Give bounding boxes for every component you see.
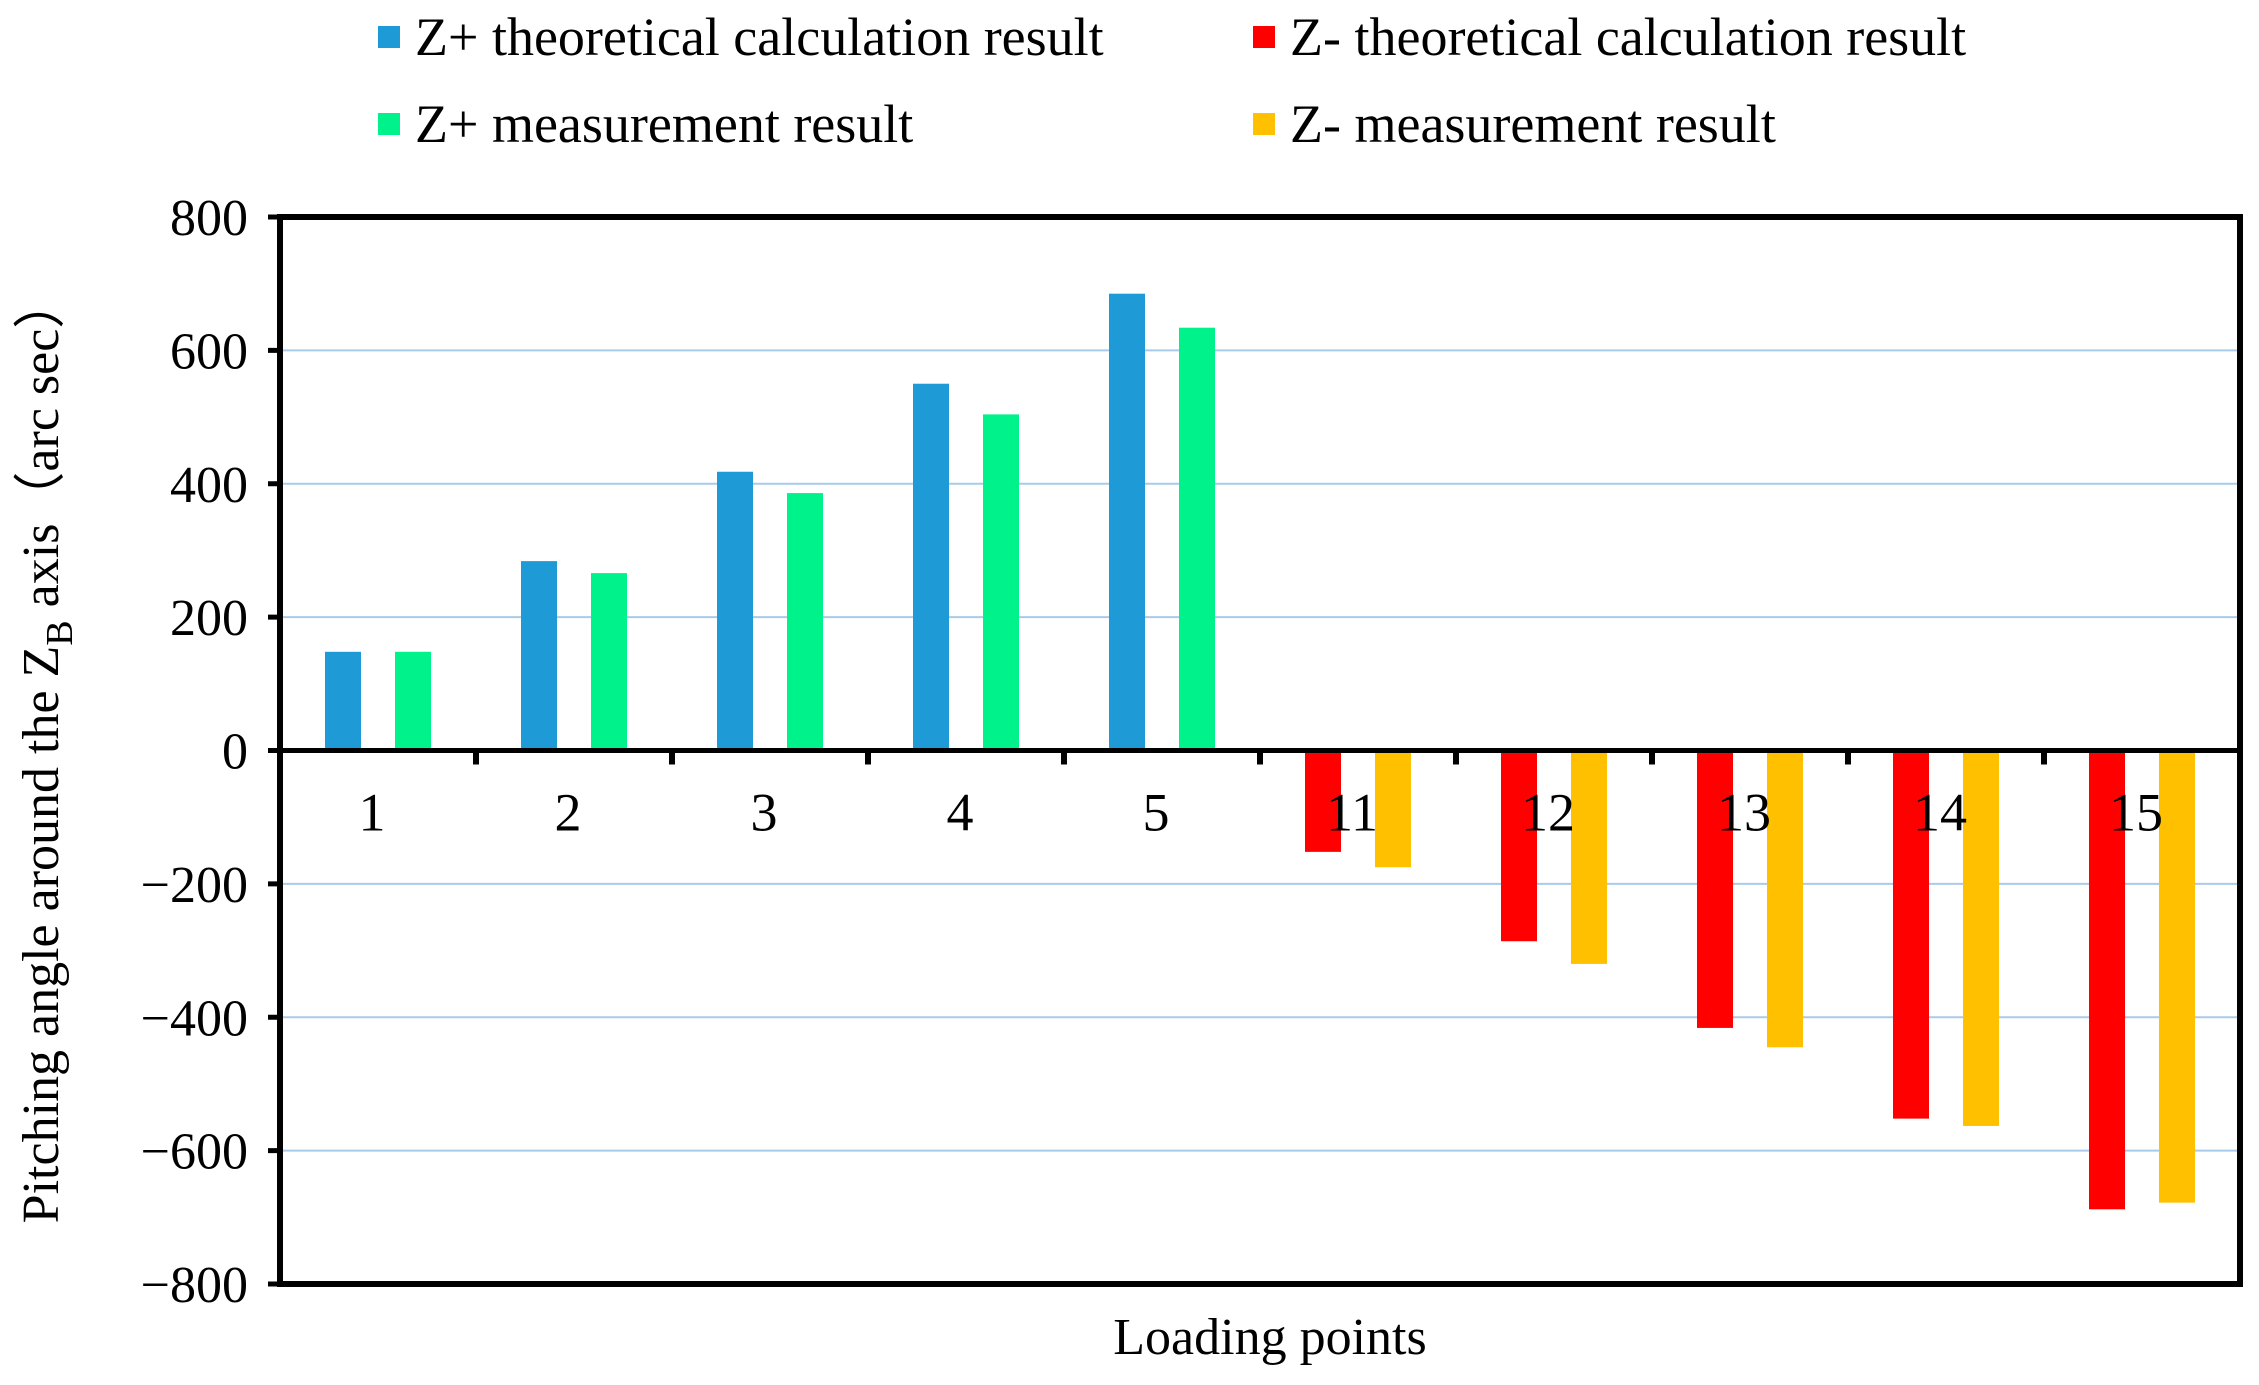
bar-3-series-2 xyxy=(787,493,823,751)
category-label-4: 4 xyxy=(947,783,974,843)
legend-swatch-zminus-measurement xyxy=(1253,113,1275,135)
legend-swatch-zminus-theoretical xyxy=(1253,26,1275,48)
category-labels: 1 2 3 4 5 11 12 13 14 15 xyxy=(359,783,2164,843)
bar-3-series-1 xyxy=(717,471,753,751)
bar-15-series-4 xyxy=(2159,750,2195,1203)
legend-label-zminus-measurement: Z- measurement result xyxy=(1290,94,1776,154)
y-tick-label: 200 xyxy=(170,590,248,647)
bar-1-series-1 xyxy=(325,651,361,751)
bar-13-series-4 xyxy=(1767,750,1803,1048)
legend: Z+ theoretical calculation result Z+ mea… xyxy=(378,7,1966,154)
y-tick-label: −200 xyxy=(141,857,248,914)
y-axis-title-suffix: axis（arc sec） xyxy=(13,277,70,621)
y-tick-label: 800 xyxy=(170,190,248,247)
bar-11-series-4 xyxy=(1375,750,1411,868)
bar-4-series-2 xyxy=(983,414,1019,751)
bar-12-series-3 xyxy=(1501,750,1537,942)
category-label-2: 2 xyxy=(555,783,582,843)
category-label-1: 1 xyxy=(359,783,386,843)
category-label-12: 12 xyxy=(1521,783,1575,843)
x-axis-zero-line xyxy=(280,748,2240,765)
bar-14-series-3 xyxy=(1893,750,1929,1119)
bar-2-series-2 xyxy=(591,573,627,751)
legend-label-zminus-theoretical: Z- theoretical calculation result xyxy=(1290,7,1966,67)
bar-5-series-2 xyxy=(1179,327,1215,751)
bar-13-series-3 xyxy=(1697,750,1733,1028)
bar-11-series-3 xyxy=(1305,750,1341,852)
legend-label-zplus-theoretical: Z+ theoretical calculation result xyxy=(415,7,1104,67)
y-tick-label: 600 xyxy=(170,323,248,380)
bar-14-series-4 xyxy=(1963,750,1999,1126)
x-axis-title: Loading points xyxy=(1113,1309,1426,1366)
category-label-13: 13 xyxy=(1717,783,1771,843)
bar-1-series-2 xyxy=(395,651,431,751)
y-tick-label: −800 xyxy=(141,1257,248,1314)
y-tick-label: 400 xyxy=(170,457,248,514)
bar-2-series-1 xyxy=(521,561,557,751)
bar-12-series-4 xyxy=(1571,750,1607,964)
legend-label-zplus-measurement: Z+ measurement result xyxy=(415,94,913,154)
bar-4-series-1 xyxy=(913,383,949,751)
legend-swatch-zplus-theoretical xyxy=(378,26,400,48)
y-tick-label: −600 xyxy=(141,1124,248,1181)
bar-15-series-3 xyxy=(2089,750,2125,1210)
bars xyxy=(325,293,2195,1210)
category-label-15: 15 xyxy=(2109,783,2163,843)
category-label-3: 3 xyxy=(751,783,778,843)
y-axis-title-subscript: B xyxy=(39,620,81,645)
category-label-14: 14 xyxy=(1913,783,1967,843)
y-axis-title: Pitching angle around the ZB axis（arc se… xyxy=(13,277,81,1224)
y-tick-labels: 800 600 400 200 0 −200 −400 −600 −800 xyxy=(141,190,280,1314)
category-label-5: 5 xyxy=(1143,783,1170,843)
y-tick-label: 0 xyxy=(222,724,248,781)
legend-swatch-zplus-measurement xyxy=(378,113,400,135)
bar-5-series-1 xyxy=(1109,293,1145,751)
y-tick-label: −400 xyxy=(141,990,248,1047)
category-label-11: 11 xyxy=(1326,783,1378,843)
y-axis-title-prefix: Pitching angle around the Z xyxy=(13,646,70,1224)
